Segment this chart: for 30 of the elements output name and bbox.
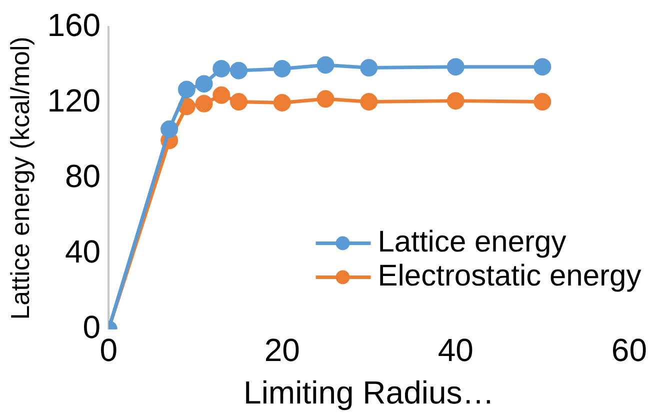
y-tick-label: 80 [64, 158, 101, 194]
point [230, 62, 248, 80]
point [316, 90, 334, 108]
point [160, 120, 178, 138]
point [360, 93, 378, 111]
y-axis-title: Lattice energy (kcal/mol) [4, 36, 35, 320]
y-tick-label: 0 [82, 309, 101, 346]
point [212, 86, 230, 104]
x-axis-title: Limiting Radius… [244, 374, 494, 411]
point [534, 58, 552, 76]
y-tick-label: 160 [47, 7, 101, 44]
x-tick-label: 60 [611, 332, 647, 368]
point [273, 94, 291, 112]
point [230, 93, 248, 111]
point [360, 59, 378, 77]
y-tick-label: 120 [47, 82, 101, 119]
y-tick-label: 40 [64, 234, 101, 270]
x-tick-label: 20 [264, 332, 300, 368]
point [273, 60, 291, 78]
point [534, 93, 552, 111]
x-tick-label: 40 [438, 332, 474, 368]
point [212, 60, 230, 78]
point [446, 58, 464, 76]
point [178, 80, 196, 98]
point [195, 94, 213, 112]
point [316, 56, 334, 74]
point [195, 75, 213, 93]
legend-label: Lattice energy [378, 225, 566, 258]
legend-label: Electrostatic energy [378, 259, 642, 292]
point [446, 92, 464, 110]
